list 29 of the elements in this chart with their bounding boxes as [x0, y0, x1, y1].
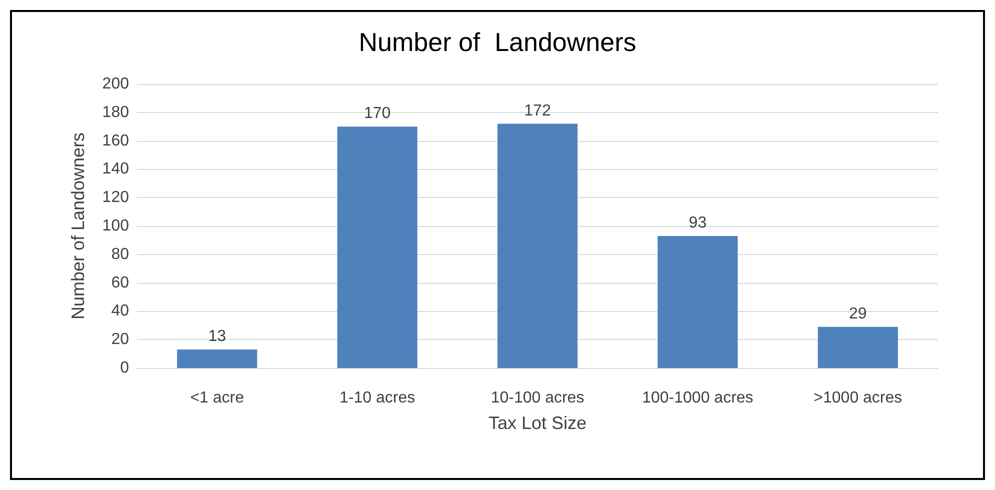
y-tick-label: 120 [102, 189, 130, 206]
data-label: 93 [688, 214, 707, 232]
x-tick-label: 10-100 acres [490, 390, 584, 406]
y-tick-label: 0 [120, 360, 130, 376]
bar [818, 326, 898, 368]
y-axis-title: Number of Landowners [68, 132, 88, 320]
bar [337, 126, 418, 368]
x-tick-label: 1-10 acres [340, 390, 416, 406]
y-tick-label: 80 [111, 246, 130, 263]
x-tick-label: 100-1000 acres [642, 390, 754, 406]
y-tick-label: 140 [102, 160, 130, 178]
chart-title: Number of Landowners [358, 27, 636, 57]
data-label: 172 [524, 102, 551, 120]
x-axis-title: Tax Lot Size [488, 413, 587, 433]
data-label: 170 [364, 105, 391, 122]
y-tick-label: 60 [111, 274, 130, 292]
y-tick-label: 40 [111, 302, 130, 320]
x-tick-label: >1000 acres [814, 390, 902, 406]
y-tick-label: 20 [111, 331, 130, 348]
y-tick-label: 200 [102, 76, 130, 92]
bar [177, 350, 258, 368]
data-label: 13 [208, 328, 226, 346]
y-tick-label: 100 [102, 218, 130, 234]
y-tick-label: 180 [102, 104, 130, 121]
bar [497, 124, 578, 368]
bar [658, 236, 738, 368]
x-tick-label: <1 acre [190, 390, 244, 406]
data-label: 29 [849, 305, 867, 322]
y-tick-label: 160 [102, 132, 130, 150]
